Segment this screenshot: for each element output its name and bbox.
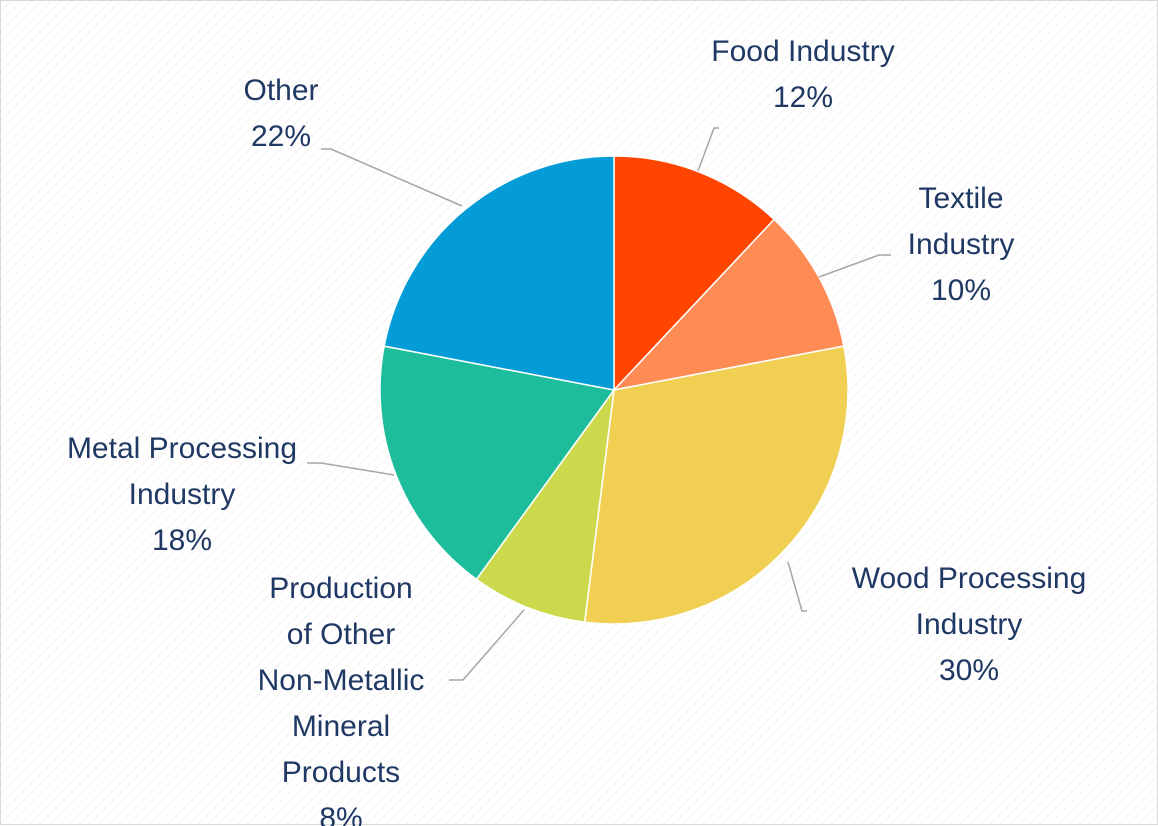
pie-slice-other <box>383 155 615 391</box>
pie-slice-production-of-other-non-metallic-mineral-products <box>475 389 615 623</box>
data-label: Textile Industry 10% <box>908 182 1015 307</box>
data-label-percent: 30% <box>939 654 999 687</box>
leader-line <box>307 462 395 476</box>
data-label: Wood Processing Industry 30% <box>852 562 1087 687</box>
data-label: Other 22% <box>243 74 318 153</box>
pie-slice-food-industry <box>613 155 776 392</box>
pie-slice-textile-industry <box>611 218 845 392</box>
data-label-category: Other <box>243 74 318 107</box>
data-label-category: Textile <box>918 182 1003 215</box>
data-label-category: Mineral <box>292 710 390 743</box>
data-label-category: Wood Processing <box>852 562 1087 595</box>
data-label-category: Industry <box>908 228 1015 261</box>
data-label-category: Industry <box>916 608 1023 641</box>
data-label-percent: 18% <box>152 524 212 557</box>
data-label-percent: 10% <box>931 274 991 307</box>
leader-line <box>321 148 463 207</box>
leader-line <box>818 254 891 278</box>
data-label-percent: 8% <box>319 802 362 826</box>
data-label: Food Industry 12% <box>711 35 894 114</box>
pie-slice-metal-processing-industry <box>379 345 616 581</box>
data-label-percent: 22% <box>251 120 311 153</box>
data-label: Metal Processing Industry 18% <box>67 432 297 557</box>
data-label-category: of Other <box>287 618 395 651</box>
data-label-category: Food Industry <box>711 35 894 68</box>
data-label-category: Industry <box>129 478 236 511</box>
data-label-percent: 12% <box>773 81 833 114</box>
leader-lines <box>307 127 891 681</box>
data-label-category: Non-Metallic <box>258 664 425 697</box>
leader-line <box>449 609 525 681</box>
pie-slices <box>379 155 849 625</box>
data-label: Production of Other Non-Metallic Mineral Pro… <box>258 572 425 826</box>
data-label-category: Metal Processing <box>67 432 297 465</box>
data-label-category: Production <box>269 572 412 605</box>
data-labels: Food Industry 12% Textile Industry 10% Wood P… <box>67 35 1086 826</box>
leader-line <box>787 561 807 612</box>
data-label-category: Products <box>282 756 400 789</box>
pie-slice-wood-processing-industry <box>583 345 849 625</box>
leader-line <box>697 127 719 172</box>
